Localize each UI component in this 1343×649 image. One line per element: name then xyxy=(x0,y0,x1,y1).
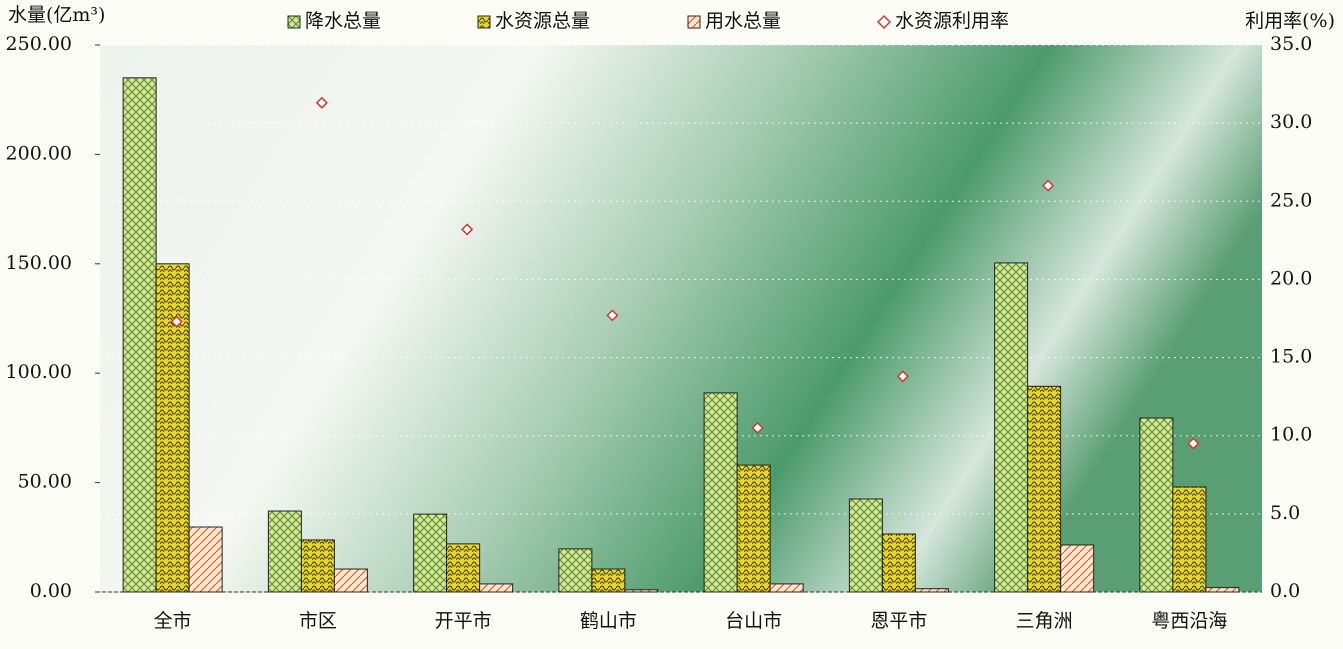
bar xyxy=(188,526,223,593)
y2-tick-label: 10.0 xyxy=(1270,424,1312,446)
bar xyxy=(1205,587,1240,593)
legend-swatch xyxy=(287,15,301,29)
legend-swatch xyxy=(876,14,892,30)
bar xyxy=(333,568,368,593)
bar xyxy=(1172,486,1207,593)
y-tick-label: 250.00 xyxy=(6,33,72,55)
marker xyxy=(170,315,183,328)
marker xyxy=(606,309,619,322)
y2-tick-label: 30.0 xyxy=(1270,111,1312,133)
y2-tick-label: 5.0 xyxy=(1270,502,1300,524)
y-tick-label: 150.00 xyxy=(6,252,72,274)
y-tick-label: 0.00 xyxy=(30,580,72,602)
bar xyxy=(769,583,804,593)
marker xyxy=(751,421,764,434)
bar xyxy=(1139,417,1174,593)
x-tick-label: 恩平市 xyxy=(870,610,927,632)
bar xyxy=(558,548,593,593)
bar xyxy=(413,513,448,593)
x-tick-label: 开平市 xyxy=(435,610,492,632)
bar xyxy=(736,464,771,593)
marker xyxy=(461,223,474,236)
bar xyxy=(703,392,738,593)
bar xyxy=(881,533,916,593)
y2-tick-label: 20.0 xyxy=(1270,267,1312,289)
bar xyxy=(122,77,157,593)
x-tick-label: 三角洲 xyxy=(1016,610,1073,632)
legend-label: 水资源利用率 xyxy=(895,10,1009,32)
bar xyxy=(848,498,883,593)
bar xyxy=(267,510,302,593)
legend-label: 降水总量 xyxy=(305,10,381,32)
marker xyxy=(1042,179,1055,192)
bar xyxy=(1027,385,1062,593)
bar xyxy=(155,263,190,593)
y2-tick-label: 35.0 xyxy=(1270,33,1312,55)
bar xyxy=(1060,544,1095,593)
marker xyxy=(315,96,328,109)
y2-axis-label: 利用率(%) xyxy=(1245,10,1335,32)
bar xyxy=(591,568,626,593)
bar xyxy=(479,583,514,593)
marker xyxy=(896,370,909,383)
y-tick-label: 200.00 xyxy=(6,142,72,164)
plot-background xyxy=(100,45,1262,592)
y-tick-label: 50.00 xyxy=(18,471,72,493)
x-tick-label: 台山市 xyxy=(725,610,782,632)
bar xyxy=(446,543,481,593)
bar xyxy=(914,588,949,593)
marker xyxy=(1187,437,1200,450)
y-tick-label: 100.00 xyxy=(6,361,72,383)
legend-swatch xyxy=(687,15,701,29)
y-axis-label: 水量(亿m³) xyxy=(8,4,105,26)
bar xyxy=(994,262,1029,593)
legend-label: 用水总量 xyxy=(705,10,781,32)
x-tick-label: 市区 xyxy=(299,610,337,632)
x-tick-label: 鹤山市 xyxy=(580,610,637,632)
y2-tick-label: 0.0 xyxy=(1270,580,1300,602)
legend-label: 水资源总量 xyxy=(495,10,590,32)
x-tick-label: 全市 xyxy=(154,610,192,632)
x-tick-label: 粤西沿海 xyxy=(1151,610,1227,632)
y2-tick-label: 15.0 xyxy=(1270,346,1312,368)
y2-tick-label: 25.0 xyxy=(1270,189,1312,211)
legend-swatch xyxy=(477,15,491,29)
bar xyxy=(300,539,335,593)
bar xyxy=(624,589,659,593)
